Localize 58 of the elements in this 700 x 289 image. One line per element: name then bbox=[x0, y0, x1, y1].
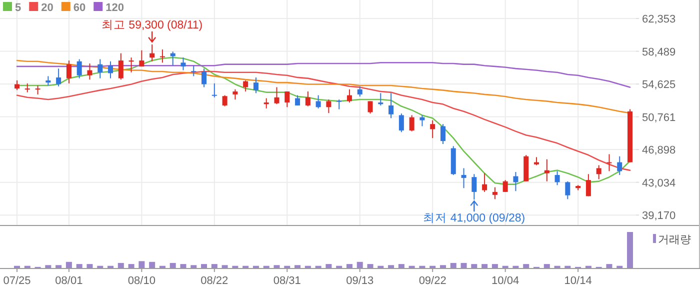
bar bbox=[294, 265, 301, 268]
legend-label: 120 bbox=[106, 2, 124, 14]
bar bbox=[606, 264, 612, 268]
bar bbox=[492, 264, 498, 268]
bar bbox=[211, 264, 218, 268]
y-tick-label: 62,353 bbox=[642, 14, 676, 26]
annotation: 최저 41,000 (09/28) bbox=[423, 212, 526, 225]
x-tick-label: 08/31 bbox=[273, 275, 301, 287]
bar bbox=[450, 262, 456, 268]
annotation: 최고 59,300 (08/11) bbox=[101, 19, 203, 32]
legend: 거래량 bbox=[653, 234, 691, 246]
x-tick-label: 08/10 bbox=[128, 275, 156, 287]
bar bbox=[326, 264, 332, 268]
line-series bbox=[16, 70, 631, 171]
legend-label: 60 bbox=[73, 2, 86, 14]
bar bbox=[274, 265, 280, 268]
x-tick-label: 08/01 bbox=[55, 275, 83, 287]
x-tick-label: 07/25 bbox=[3, 275, 31, 287]
bar bbox=[471, 264, 478, 268]
bar bbox=[118, 262, 124, 268]
bar bbox=[523, 264, 530, 268]
bar bbox=[222, 265, 228, 268]
bar bbox=[76, 264, 82, 268]
bar bbox=[201, 264, 208, 268]
x-tick-label: 08/22 bbox=[200, 275, 228, 287]
bar bbox=[56, 265, 62, 268]
bar bbox=[398, 264, 404, 268]
bar bbox=[66, 262, 72, 268]
bar bbox=[356, 262, 363, 268]
x-tick-label: 09/22 bbox=[418, 275, 446, 287]
bar bbox=[86, 264, 93, 268]
bar bbox=[149, 262, 156, 268]
x-tick-label: 10/04 bbox=[492, 275, 520, 287]
legend-label: 20 bbox=[41, 2, 54, 14]
x-tick-label: 10/14 bbox=[564, 275, 592, 287]
bar bbox=[367, 264, 374, 268]
bar bbox=[190, 265, 197, 268]
bar bbox=[482, 264, 488, 268]
bar bbox=[460, 262, 467, 268]
y-tick-label: 54,625 bbox=[642, 79, 676, 92]
x-tick-label: 09/13 bbox=[346, 275, 374, 287]
y-tick-label: 58,489 bbox=[642, 46, 676, 58]
line-series bbox=[16, 62, 631, 88]
bar bbox=[627, 232, 633, 268]
bar bbox=[440, 265, 446, 268]
y-tick-label: 43,034 bbox=[642, 177, 676, 190]
y-tick-label: 50,761 bbox=[642, 112, 676, 124]
bar bbox=[45, 265, 52, 268]
bar bbox=[388, 265, 394, 268]
y-tick-label: 39,170 bbox=[642, 210, 676, 222]
bar bbox=[138, 261, 145, 268]
y-tick-label: 46,898 bbox=[642, 144, 676, 157]
bar bbox=[346, 264, 352, 268]
bar bbox=[170, 262, 176, 268]
bar bbox=[128, 264, 134, 268]
bar bbox=[544, 264, 550, 268]
bar bbox=[180, 264, 186, 268]
legend-label: 5 bbox=[15, 2, 22, 14]
